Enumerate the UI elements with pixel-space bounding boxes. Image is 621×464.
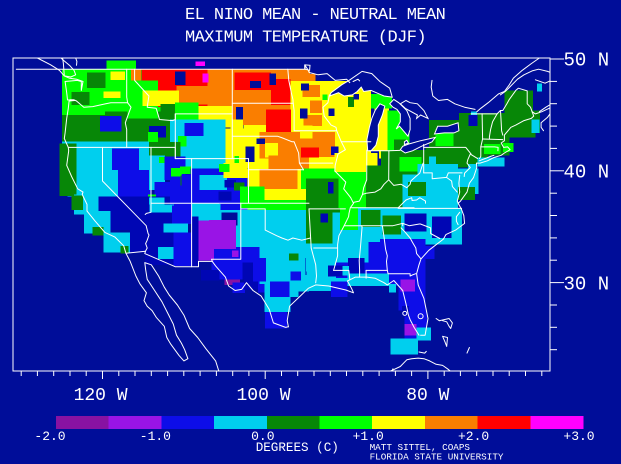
- svg-text:100 W: 100 W: [236, 386, 290, 406]
- svg-text:FLORIDA STATE UNIVERSITY: FLORIDA STATE UNIVERSITY: [370, 452, 504, 463]
- svg-text:50 N: 50 N: [564, 50, 610, 72]
- svg-text:40 N: 40 N: [564, 162, 610, 184]
- svg-text:80 W: 80 W: [406, 386, 449, 406]
- svg-text:-2.0: -2.0: [34, 429, 65, 444]
- svg-text:EL NINO MEAN - NEUTRAL MEAN: EL NINO MEAN - NEUTRAL MEAN: [185, 6, 445, 25]
- svg-text:+2.0: +2.0: [458, 429, 489, 444]
- svg-text:+1.0: +1.0: [353, 429, 384, 444]
- svg-text:DEGREES (C): DEGREES (C): [256, 441, 339, 455]
- svg-text:MAXIMUM TEMPERATURE (DJF): MAXIMUM TEMPERATURE (DJF): [185, 29, 426, 48]
- svg-text:+3.0: +3.0: [563, 429, 594, 444]
- svg-text:0.0: 0.0: [251, 429, 274, 444]
- svg-text:120 W: 120 W: [74, 386, 128, 406]
- svg-text:30 N: 30 N: [564, 274, 610, 296]
- svg-text:-1.0: -1.0: [140, 429, 171, 444]
- svg-text:MATT SITTEL, COAPS: MATT SITTEL, COAPS: [370, 442, 471, 453]
